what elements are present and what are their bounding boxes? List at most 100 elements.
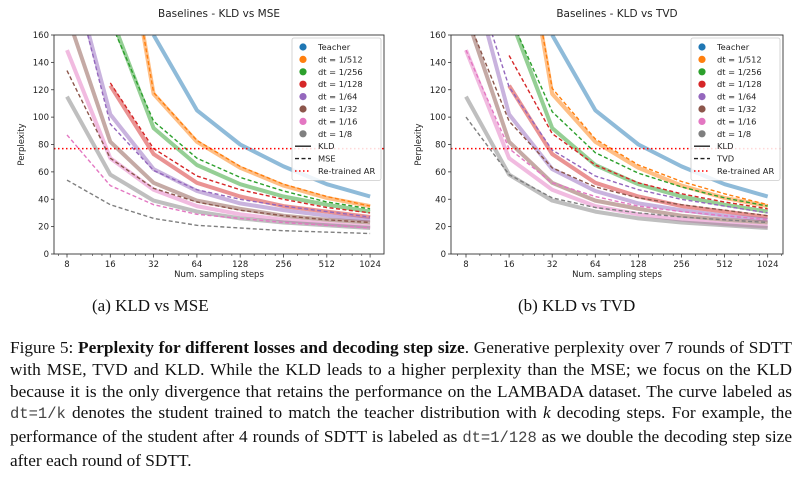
figure-caption: Figure 5: Perplexity for different losse… — [10, 337, 792, 472]
legend-marker-dot — [299, 105, 307, 113]
plot-area — [54, 35, 384, 235]
legend-marker-dot — [698, 93, 706, 101]
caption-text: . Generative perplexity over 7 rounds of… — [10, 338, 792, 401]
legend-marker-dot — [299, 117, 307, 125]
subcaption-a: (a) KLD vs MSE — [92, 296, 209, 315]
y-tick-label: 160 — [33, 31, 49, 41]
y-tick-label: 60 — [435, 168, 446, 178]
series-line-dt-1-512-kld — [141, 35, 371, 209]
figure-bold-title: Perplexity for different losses and deco… — [78, 338, 465, 357]
legend-marker-dot — [299, 80, 307, 88]
legend-box — [690, 37, 781, 181]
legend-label: dt = 1/512 — [318, 54, 363, 64]
x-tick-label: 64 — [191, 260, 202, 270]
series-line-dt-1-512-kld — [540, 35, 769, 209]
legend-label: KLD — [318, 141, 334, 151]
series-line-teacher — [151, 35, 371, 199]
legend-label: dt = 1/256 — [717, 67, 762, 77]
series-line-dt-1-512-mse — [142, 35, 371, 207]
series-line-dt-1-128-kld — [507, 84, 768, 219]
legend-label: dt = 1/16 — [318, 116, 357, 126]
y-tick-label: 20 — [38, 223, 49, 233]
legend-marker-dot — [698, 80, 706, 88]
chart-title: Baselines - KLD vs TVD — [556, 8, 677, 20]
legend-label: Teacher — [317, 42, 351, 52]
series-line-dt-1-64-kld — [485, 35, 768, 222]
x-tick-label: 1024 — [359, 260, 381, 270]
legend-label: dt = 1/16 — [717, 116, 756, 126]
series-line-dt-1-64-tvd — [491, 35, 768, 214]
series-line-dt-1-32-tvd — [473, 35, 768, 217]
series-line-dt-1-8-mse — [66, 179, 371, 235]
x-tick-label: 16 — [105, 260, 116, 270]
x-tick-label: 64 — [590, 260, 601, 270]
y-tick-label: 0 — [44, 250, 49, 260]
x-tick-label: 8 — [64, 260, 69, 270]
legend-label: Re-trained AR — [717, 166, 774, 176]
legend-marker-dot — [698, 105, 706, 113]
plot-area — [451, 35, 783, 230]
series-line-dt-1-256-kld — [115, 35, 371, 214]
y-tick-label: 140 — [430, 58, 446, 68]
x-tick-label: 16 — [504, 260, 515, 270]
series-line-dt-1-256-kld — [514, 35, 769, 214]
x-tick-label: 8 — [463, 260, 468, 270]
series-line-dt-1-16-tvd — [465, 49, 768, 221]
legend-marker-dot — [698, 43, 706, 51]
legend: Teacher dt = 1/512 dt = 1/256 dt = 1/128 dt … — [690, 37, 781, 181]
legend-marker-dot — [299, 55, 307, 64]
y-tick-label: 40 — [435, 195, 446, 205]
y-tick-label: 100 — [33, 113, 49, 123]
chart-kld-vs-tvd: Baselines - KLD vs TVD 0 20 40 60 80 100 120 140… — [414, 8, 784, 280]
series-line-dt-1-64-mse — [87, 35, 371, 218]
legend-marker-dot — [299, 68, 307, 76]
legend: Teacher dt = 1/512 dt = 1/256 dt = 1/128 dt … — [291, 37, 382, 181]
legend-label: TVD — [716, 154, 734, 164]
legend-marker-dot — [698, 130, 706, 138]
x-tick-label: 256 — [275, 260, 291, 270]
x-tick-label: 128 — [232, 260, 248, 270]
series-line-teacher — [550, 35, 769, 199]
x-tick-label: 32 — [148, 260, 159, 270]
caption-text: decoding steps. For example, the perform… — [10, 403, 792, 447]
x-tick-label: 512 — [716, 260, 732, 270]
y-tick-label: 60 — [38, 168, 49, 178]
chart-kld-vs-mse: Baselines - KLD vs MSE 0 20 40 60 80 100 120 140… — [17, 8, 385, 280]
legend-marker-dot — [698, 55, 706, 64]
series-line-dt-1-512-tvd — [542, 35, 768, 206]
legend-label: Teacher — [716, 42, 750, 52]
legend-marker-dot — [698, 68, 706, 76]
chart-title: Baselines - KLD vs MSE — [158, 8, 280, 20]
legend-label: KLD — [717, 141, 733, 151]
y-tick-label: 80 — [435, 141, 446, 151]
y-axis-label: Perplexity — [17, 123, 27, 165]
y-tick-label: 140 — [33, 58, 49, 68]
legend-label: dt = 1/32 — [318, 104, 357, 114]
y-tick-label: 120 — [33, 86, 49, 96]
x-tick-label: 512 — [319, 260, 335, 270]
legend-label: dt = 1/64 — [717, 92, 756, 102]
legend-label: dt = 1/8 — [717, 129, 751, 139]
y-tick-label: 120 — [430, 86, 446, 96]
legend-label: dt = 1/64 — [318, 92, 357, 102]
caption-text: denotes the student trained to match the… — [65, 403, 544, 423]
legend-marker-dot — [299, 93, 307, 101]
series-line-dt-1-256-tvd — [517, 35, 768, 207]
y-tick-label: 160 — [430, 31, 446, 41]
legend-marker-dot — [299, 43, 307, 51]
series-line-dt-1-64-kld — [86, 35, 371, 222]
y-tick-label: 100 — [430, 113, 446, 123]
x-axis-label: Num. sampling steps — [572, 270, 662, 280]
y-tick-label: 0 — [441, 250, 446, 260]
figure-number: Figure 5: — [10, 338, 74, 357]
series-line-dt-1-8-tvd — [465, 116, 768, 224]
legend-marker-dot — [299, 130, 307, 138]
legend-label: dt = 1/128 — [717, 79, 762, 89]
y-tick-label: 40 — [38, 195, 49, 205]
caption-code: dt=1/128 — [462, 429, 537, 448]
legend-label: dt = 1/128 — [318, 79, 363, 89]
x-tick-label: 128 — [630, 260, 646, 270]
series-line-dt-1-128-tvd — [508, 55, 768, 210]
y-tick-label: 20 — [435, 223, 446, 233]
legend-label: dt = 1/8 — [318, 129, 352, 139]
